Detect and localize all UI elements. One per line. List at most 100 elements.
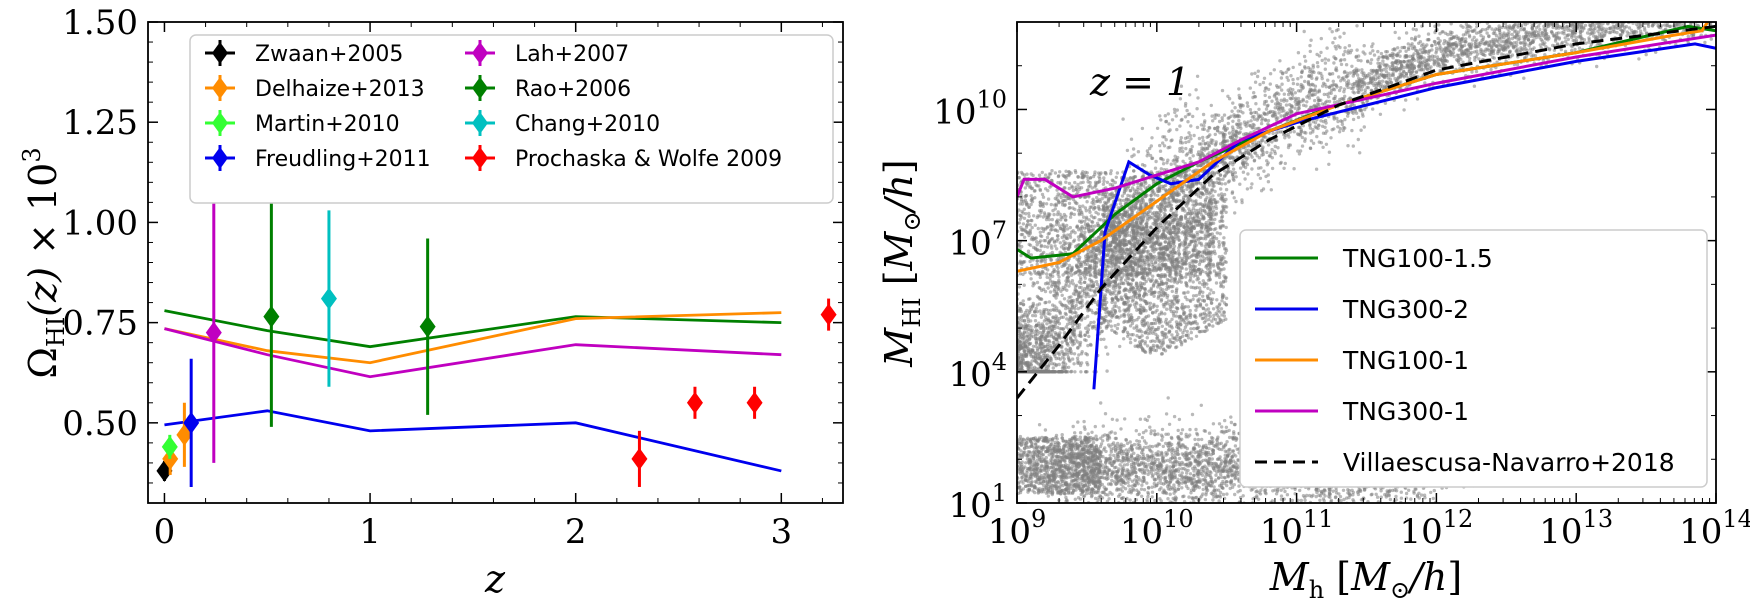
halo-point: [1414, 70, 1419, 75]
halo-point: [1266, 110, 1271, 115]
halo-point: [1296, 77, 1300, 81]
halo-point: [1707, 16, 1710, 19]
halo-point: [1663, 5, 1666, 8]
halo-point: [1035, 280, 1040, 285]
halo-point: [1644, 3, 1647, 6]
halo-point: [1044, 300, 1048, 305]
halo-point: [1282, 133, 1286, 137]
halo-point: [1449, 53, 1453, 58]
halo-point: [1283, 136, 1287, 140]
halo-point: [1538, 27, 1542, 32]
halo-point: [1302, 54, 1307, 59]
halo-point: [1261, 80, 1266, 85]
halo-point: [1714, 7, 1717, 10]
halo-point: [1161, 162, 1166, 166]
halo-point: [1652, 14, 1655, 17]
halo-point: [1699, 2, 1702, 5]
halo-point: [1421, 68, 1426, 72]
halo-point: [1524, 18, 1527, 21]
halo-point: [1607, 30, 1612, 35]
halo-point: [1197, 142, 1202, 146]
halo-point: [1621, 9, 1624, 12]
halo-point: [1635, 6, 1638, 9]
halo-point: [1278, 59, 1282, 63]
halo-point: [1676, 6, 1679, 9]
halo-point: [1208, 133, 1212, 137]
halo-point: [1695, 18, 1698, 21]
halo-point: [1064, 325, 1069, 329]
halo-point: [1579, 18, 1582, 21]
halo-point: [1366, 86, 1371, 90]
halo-point: [1069, 309, 1073, 313]
halo-point: [1332, 100, 1337, 105]
halo-point: [1342, 31, 1346, 35]
halo-point: [1684, 13, 1687, 16]
halo-point: [1263, 89, 1267, 93]
halo-point: [1047, 300, 1052, 304]
halo-point: [1591, 4, 1594, 7]
halo-point: [1047, 326, 1052, 330]
halo-point: [1529, 11, 1532, 14]
halo-point: [1132, 153, 1136, 157]
halo-point: [1480, 38, 1484, 42]
halo-point: [1037, 285, 1042, 290]
halo-point: [1346, 85, 1350, 90]
halo-point: [1565, 33, 1569, 37]
halo-point: [1630, 12, 1633, 15]
halo-point: [1506, 35, 1511, 39]
halo-point: [1528, 47, 1533, 51]
halo-point: [1617, 7, 1620, 10]
halo-point: [1426, 62, 1431, 67]
halo-point: [1666, 16, 1669, 19]
halo-point: [1542, 27, 1546, 31]
halo-point: [1102, 179, 1106, 183]
point-lah-2007: [205, 321, 222, 344]
halo-point: [1352, 91, 1357, 95]
halo-point: [1329, 136, 1333, 140]
halo-point: [1363, 88, 1368, 92]
halo-point: [1162, 211, 1166, 215]
halo-point: [1087, 334, 1091, 339]
halo-point: [1235, 135, 1239, 139]
halo-point: [1705, 2, 1708, 5]
halo-point: [1201, 135, 1205, 140]
left-sim-lines: [164, 309, 782, 473]
halo-point: [1695, 18, 1698, 21]
halo-point: [1249, 153, 1253, 157]
halo-point: [1669, 9, 1672, 12]
halo-point: [1282, 166, 1286, 170]
halo-point: [1615, 6, 1618, 9]
halo-point: [1487, 34, 1491, 38]
halo-point: [1091, 324, 1095, 329]
halo-point: [1264, 107, 1269, 111]
legend-label: Rao+2006: [515, 77, 631, 102]
halo-point: [1409, 71, 1414, 75]
halo-point: [1659, 6, 1662, 9]
halo-point: [1474, 55, 1479, 59]
halo-point: [1499, 10, 1502, 13]
halo-point: [1668, 1, 1671, 4]
halo-point: [1289, 97, 1293, 101]
halo-point: [1245, 187, 1250, 191]
halo-point: [1647, 11, 1650, 14]
halo-point: [1205, 147, 1210, 151]
halo-point: [1623, 17, 1626, 20]
left-ticks: [148, 21, 843, 503]
halo-point: [1342, 90, 1346, 94]
halo-point: [1207, 183, 1212, 187]
halo-point: [1654, 18, 1657, 21]
halo-point: [1699, 13, 1702, 16]
halo-point: [1262, 102, 1267, 106]
halo-point: [1648, 0, 1651, 1]
halo-point: [1324, 142, 1329, 146]
halo-point: [1332, 55, 1336, 59]
halo-point: [1029, 277, 1033, 281]
halo-point: [1360, 70, 1364, 75]
halo-point: [1077, 353, 1081, 357]
point-martin-2010: [161, 435, 178, 458]
halo-point: [1443, 46, 1448, 50]
halo-point: [1086, 314, 1090, 319]
halo-point: [1448, 30, 1453, 34]
halo-point: [1565, 0, 1568, 1]
